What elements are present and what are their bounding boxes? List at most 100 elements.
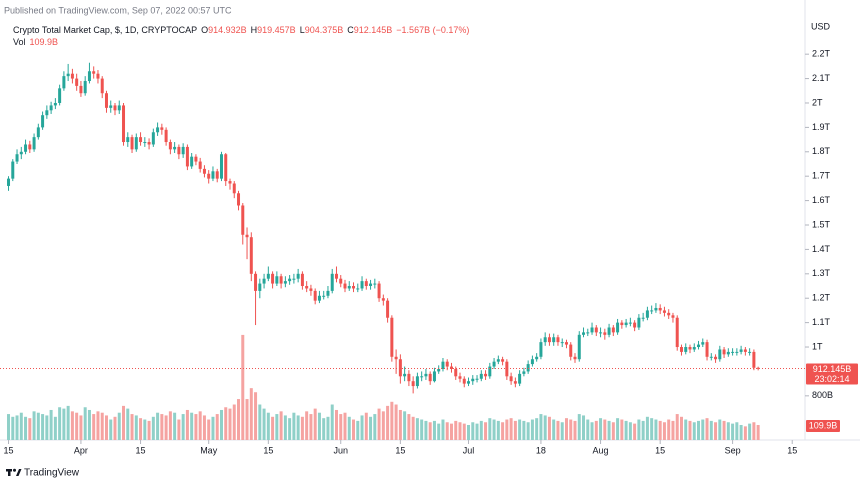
volume-bar bbox=[526, 422, 530, 440]
candle-body bbox=[164, 129, 168, 143]
volume-bar bbox=[582, 415, 586, 440]
volume-bar bbox=[658, 420, 662, 440]
candle-body bbox=[347, 286, 351, 289]
volume-bar bbox=[36, 412, 40, 440]
volume-bar bbox=[202, 415, 206, 440]
candle-body bbox=[743, 349, 747, 352]
candle-body bbox=[126, 137, 130, 143]
volume-bar bbox=[509, 418, 513, 440]
volume-bar bbox=[692, 422, 696, 440]
candle-body bbox=[479, 373, 483, 379]
volume-bar bbox=[662, 422, 666, 440]
candle-body bbox=[505, 361, 509, 377]
volume-bar bbox=[756, 425, 760, 440]
volume-bar bbox=[645, 416, 649, 440]
candle-body bbox=[611, 327, 615, 333]
volume-label: Vol bbox=[13, 37, 26, 47]
candle-body bbox=[650, 310, 654, 312]
candle-body bbox=[322, 295, 326, 297]
candle-body bbox=[518, 373, 522, 384]
volume-bar bbox=[479, 420, 483, 440]
x-tick-label: Sep bbox=[725, 445, 741, 455]
volume-bar bbox=[249, 388, 253, 440]
candle-body bbox=[202, 168, 206, 174]
volume-bar bbox=[449, 423, 453, 440]
candle-body bbox=[437, 368, 441, 372]
candle-body bbox=[603, 332, 607, 335]
candle-body bbox=[309, 288, 313, 291]
change-value: −1.567B (−0.17%) bbox=[396, 25, 469, 35]
volume-bar bbox=[560, 422, 564, 440]
candle-body bbox=[173, 146, 177, 150]
volume-bar bbox=[151, 416, 155, 440]
volume-bar bbox=[599, 418, 603, 440]
candle-body bbox=[283, 281, 287, 284]
candle-body bbox=[530, 359, 534, 365]
candle-body bbox=[398, 359, 402, 377]
candle-body bbox=[92, 71, 96, 74]
volume-bar bbox=[70, 411, 74, 440]
candle-body bbox=[752, 351, 756, 368]
volume-bar bbox=[134, 415, 138, 440]
candle-body bbox=[241, 205, 245, 235]
candle-body bbox=[679, 347, 683, 352]
volume-bar bbox=[492, 419, 496, 440]
volume-bar bbox=[211, 416, 215, 440]
volume-bar bbox=[688, 420, 692, 440]
candle-body bbox=[330, 273, 334, 291]
candle-body bbox=[317, 295, 321, 301]
candle-body bbox=[726, 351, 730, 355]
candle-body bbox=[377, 283, 381, 299]
volume-bar bbox=[113, 416, 117, 440]
candle-body bbox=[556, 337, 560, 343]
volume-bar bbox=[177, 419, 181, 440]
volume-bar bbox=[675, 414, 679, 440]
volume-bar bbox=[41, 414, 45, 440]
volume-bar bbox=[228, 408, 232, 440]
volume-bar bbox=[334, 409, 338, 440]
volume-bar bbox=[7, 414, 11, 440]
volume-bar bbox=[743, 426, 747, 440]
candle-body bbox=[594, 327, 598, 333]
candle-body bbox=[24, 144, 28, 152]
candle-body bbox=[271, 273, 275, 284]
candle-body bbox=[582, 332, 586, 335]
candle-body bbox=[369, 283, 373, 287]
volume-bar bbox=[650, 418, 654, 440]
candle-body bbox=[386, 300, 390, 318]
candle-body bbox=[300, 273, 304, 287]
volume-bar bbox=[271, 416, 275, 440]
candle-body bbox=[394, 356, 398, 360]
volume-bar bbox=[266, 412, 270, 440]
candle-body bbox=[658, 307, 662, 311]
volume-bar bbox=[501, 422, 505, 440]
volume-bar bbox=[369, 416, 373, 440]
volume-bar bbox=[628, 422, 632, 440]
volume-bar bbox=[428, 422, 432, 440]
volume-bar bbox=[92, 414, 96, 440]
candle-body bbox=[96, 73, 100, 79]
volume-bar bbox=[437, 423, 441, 440]
candle-body bbox=[722, 349, 726, 355]
volume-bar bbox=[411, 416, 415, 440]
volume-bar bbox=[66, 405, 70, 440]
candle-body bbox=[7, 178, 11, 186]
volume-bar bbox=[62, 408, 66, 440]
candle-body bbox=[607, 327, 611, 335]
candle-body bbox=[49, 105, 53, 111]
candle-body bbox=[147, 142, 151, 145]
volume-bar bbox=[607, 420, 611, 440]
x-tick-label: Aug bbox=[593, 445, 609, 455]
candle-body bbox=[339, 278, 343, 284]
candle-body bbox=[560, 342, 564, 344]
y-tick-label: 1.9T bbox=[812, 122, 831, 132]
volume-bar bbox=[313, 408, 317, 440]
x-tick-label: 15 bbox=[787, 445, 797, 455]
volume-bar bbox=[147, 420, 151, 440]
last-price-box bbox=[806, 363, 858, 385]
candle-body bbox=[390, 317, 394, 357]
volume-bar bbox=[245, 399, 249, 440]
candle-body bbox=[139, 137, 143, 143]
candle-body bbox=[620, 322, 624, 326]
candle-body bbox=[420, 376, 424, 378]
